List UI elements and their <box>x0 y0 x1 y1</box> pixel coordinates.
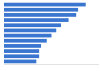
bar <box>4 39 47 43</box>
bar <box>4 13 76 17</box>
bar <box>4 60 36 64</box>
bar <box>4 34 52 38</box>
bar <box>4 49 39 53</box>
bar <box>4 23 61 27</box>
bar <box>4 3 86 7</box>
chart <box>0 0 100 71</box>
bar <box>4 44 41 48</box>
bar <box>4 18 69 22</box>
x-axis <box>4 64 99 65</box>
bars <box>4 3 86 64</box>
bar <box>4 29 56 33</box>
bar <box>4 8 78 12</box>
bar <box>4 54 39 58</box>
